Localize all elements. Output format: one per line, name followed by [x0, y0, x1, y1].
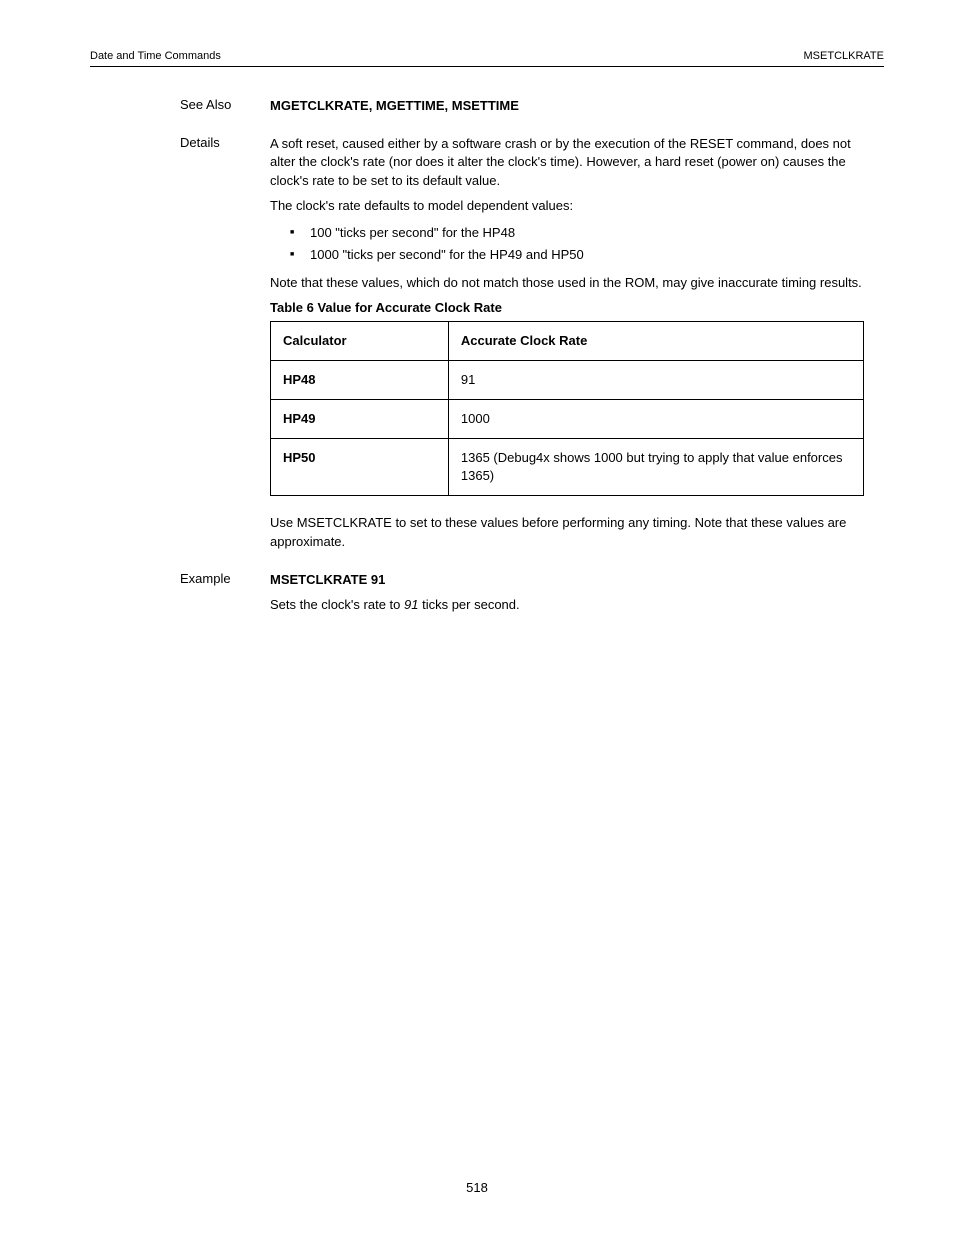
table-title: Table 6 Value for Accurate Clock Rate [270, 299, 864, 317]
table-row: HP48 91 [271, 360, 864, 399]
details-label: Details [180, 135, 220, 150]
see-also-label: See Also [180, 97, 231, 112]
table-cell: 91 [448, 360, 863, 399]
details-section: Details A soft reset, caused either by a… [90, 135, 884, 551]
details-para-after-bullets: Note that these values, which do not mat… [270, 274, 864, 292]
header-right: MSETCLKRATE [804, 50, 884, 62]
example-label: Example [180, 571, 231, 586]
table-cell: HP50 [271, 439, 449, 496]
details-para-2: The clock's rate defaults to model depen… [270, 197, 864, 215]
page-header: Date and Time Commands MSETCLKRATE [90, 50, 884, 67]
table-cell: 1365 (Debug4x shows 1000 but trying to a… [448, 439, 863, 496]
example-section: Example MSETCLKRATE 91 Sets the clock's … [90, 571, 884, 614]
table-cell: HP48 [271, 360, 449, 399]
table-row: HP49 1000 [271, 399, 864, 438]
list-item: 100 "ticks per second" for the HP48 [290, 222, 864, 244]
table-cell: 1000 [448, 399, 863, 438]
see-also-section: See Also MGETCLKRATE, MGETTIME, MSETTIME [90, 97, 884, 115]
table-cell: HP49 [271, 399, 449, 438]
example-description: Sets the clock's rate to 91 ticks per se… [270, 596, 864, 614]
details-final: Use MSETCLKRATE to set to these values b… [270, 514, 864, 550]
page-number: 518 [466, 1180, 488, 1195]
details-para-1: A soft reset, caused either by a softwar… [270, 135, 864, 190]
clock-rate-table: Calculator Accurate Clock Rate HP48 91 H… [270, 321, 864, 497]
example-command: MSETCLKRATE 91 [270, 571, 864, 589]
table-header-row: Calculator Accurate Clock Rate [271, 321, 864, 360]
details-bullets: 100 "ticks per second" for the HP48 1000… [290, 222, 864, 266]
list-item: 1000 "ticks per second" for the HP49 and… [290, 244, 864, 266]
header-left: Date and Time Commands [90, 50, 221, 62]
table-header-cell: Accurate Clock Rate [448, 321, 863, 360]
table-row: HP50 1365 (Debug4x shows 1000 but trying… [271, 439, 864, 496]
table-header-cell: Calculator [271, 321, 449, 360]
see-also-commands: MGETCLKRATE, MGETTIME, MSETTIME [270, 97, 864, 115]
